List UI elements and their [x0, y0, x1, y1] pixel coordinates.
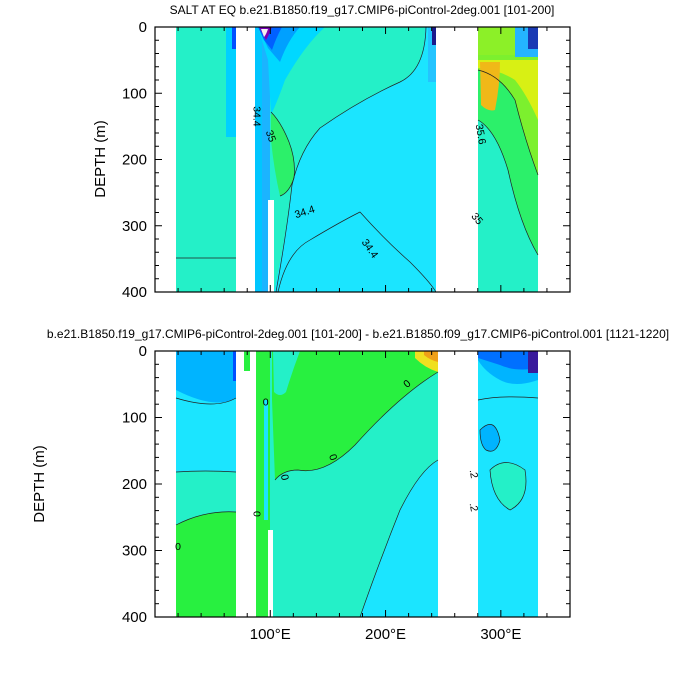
contour-label: 35.6	[473, 123, 488, 145]
contour-label: 0	[263, 397, 269, 409]
bot-land-america	[438, 351, 478, 617]
ytick-label: 400	[122, 284, 147, 301]
panel-top-title: SALT AT EQ b.e21.B1850.f19_g17.CMIP6-piC…	[170, 3, 555, 17]
bot-contour-line-h	[479, 424, 501, 452]
bot-fill-strip-c	[264, 400, 268, 520]
xtick-label: 100°E	[250, 626, 291, 643]
top-contour-line-e	[477, 119, 539, 256]
contour-label: 34.4	[251, 106, 263, 127]
bot-contour-line-d	[274, 371, 439, 481]
bot-fill-atl-dark	[528, 351, 538, 373]
ytick-label: 300	[122, 543, 147, 560]
bot-fill-pacific-green	[272, 351, 438, 480]
top-fill-west-edge	[226, 27, 236, 137]
top-fill-atl-356	[478, 60, 538, 120]
top-land-gap	[268, 200, 274, 292]
bot-fill-west-blue	[233, 351, 236, 381]
top-land-africa	[236, 27, 255, 292]
ytick-label: 100	[122, 85, 147, 102]
panel-bottom-yticks: 0 100 200 300 400	[122, 343, 570, 626]
bot-land-africa-c	[244, 371, 250, 617]
panel-top-field	[155, 27, 570, 292]
bot-fill-atl-top2	[478, 351, 538, 370]
top-fill-deep	[278, 212, 436, 292]
panel-top: SALT AT EQ b.e21.B1850.f19_g17.CMIP6-piC…	[92, 3, 571, 301]
bot-fill-atl-blob	[480, 424, 500, 452]
panel-bottom-title: b.e21.B1850.f19_g17.CMIP6-piControl-2deg…	[47, 327, 669, 341]
top-contour-line-d	[270, 111, 295, 197]
top-fill-west-blue	[232, 27, 236, 49]
bot-contour-line-e	[359, 459, 439, 617]
panel-top-yticks: 0 100 200 300 400	[122, 19, 570, 301]
bot-land-africa-b	[250, 351, 256, 617]
top-land-america	[436, 27, 478, 292]
xtick-label: 200°E	[365, 626, 406, 643]
bot-contour-line-a	[175, 397, 237, 405]
top-fill-atl-36	[480, 62, 500, 111]
contour-label: .2	[467, 469, 480, 480]
ytick-label: 100	[122, 410, 147, 427]
top-contour-line-f	[477, 69, 539, 176]
bot-contour-line-c	[175, 511, 237, 526]
top-fill-tongue	[271, 112, 295, 196]
bot-fill-strip-a	[244, 351, 250, 371]
panel-bottom-xticks: 100°E 200°E 300°E	[177, 351, 548, 643]
panel-bottom-field	[155, 351, 570, 617]
panel-top-xticks	[177, 27, 548, 292]
xtick-label: 300°E	[480, 626, 521, 643]
ytick-label: 200	[122, 476, 147, 493]
ytick-label: 200	[122, 152, 147, 169]
bot-contour-line-b	[175, 470, 237, 473]
bot-contour-line-g	[489, 462, 527, 511]
bot-fill-deep-east	[360, 460, 438, 617]
bot-fill-atl-aq	[490, 462, 526, 510]
contour-label: 0	[326, 453, 339, 463]
contour-label: 0	[251, 511, 263, 517]
bot-fill-pacific-aq	[273, 351, 300, 395]
ytick-label: 0	[139, 19, 147, 36]
panel-top-ylabel: DEPTH (m)	[92, 120, 109, 198]
bot-land-gap	[268, 530, 273, 617]
ytick-label: 0	[139, 343, 147, 360]
bot-fill-west-green	[176, 511, 236, 617]
contour-label: 0	[278, 473, 291, 481]
contour-label: 35	[263, 129, 278, 144]
bot-land-africa-a	[236, 351, 244, 617]
top-fill-narrow-b	[262, 27, 270, 292]
top-fill-east-edge	[428, 27, 436, 82]
top-contour-line-b	[275, 27, 427, 292]
ytick-label: 400	[122, 609, 147, 626]
panel-bottom: b.e21.B1850.f19_g17.CMIP6-piControl-2deg…	[31, 327, 669, 643]
top-fill-pacific-wedge	[270, 27, 425, 292]
top-fill-plume-5	[261, 29, 268, 37]
bot-fill-west-top	[176, 351, 236, 403]
panel-bottom-ylabel: DEPTH (m)	[31, 445, 48, 523]
contour-label: .2	[467, 502, 480, 513]
top-fill-atl-ne-dark	[528, 27, 538, 49]
bot-fill-orange	[424, 351, 438, 362]
top-fill-east-dark	[432, 27, 436, 45]
ytick-label: 300	[122, 218, 147, 235]
contour-label: 0	[175, 541, 181, 553]
top-contour-line-c	[277, 211, 437, 292]
bot-contour-line-f	[477, 396, 539, 401]
